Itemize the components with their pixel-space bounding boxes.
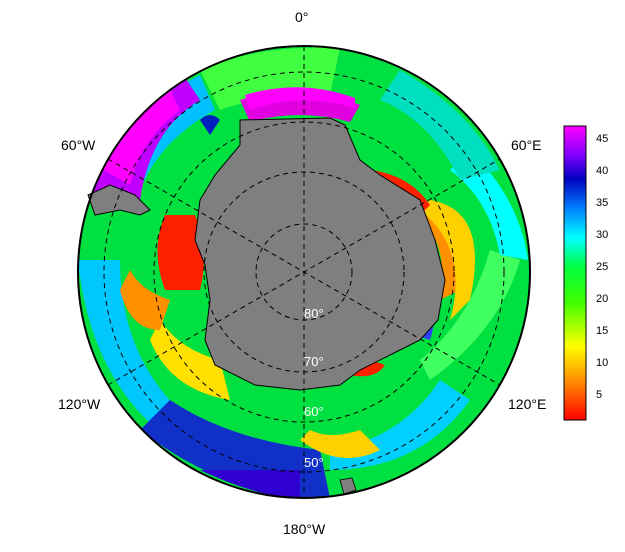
colorbar-tick: 45 [596,133,609,145]
colorbar-tick: 10 [596,357,609,369]
colorbar [563,125,587,421]
south-america-tip [87,184,151,216]
lon-label-0: 0° [295,9,309,25]
lat-label-50: 50° [304,455,324,470]
lat-label-70: 70° [304,354,324,369]
lat-label-80: 80° [304,306,324,321]
graticule [103,46,505,498]
lon-label-60w: 60°W [61,137,96,153]
colorbar-tick: 5 [596,389,603,401]
lon-label-120w: 120°W [58,396,101,412]
colorbar-tick: 25 [596,261,609,273]
colorbar-tick: 40 [596,165,609,177]
map-boundary [77,45,531,499]
lon-label-60e: 60°E [511,137,542,153]
antarctica-landmass [194,117,446,391]
colorbar-tick: 20 [596,293,609,305]
lon-label-180w: 180°W [283,521,326,537]
colorbar-tick: 35 [596,197,609,209]
lon-label-120e: 120°E [508,396,547,412]
lat-label-60: 60° [304,404,324,419]
colorbar-tick: 30 [596,229,609,241]
colorbar-tick: 15 [596,325,609,337]
